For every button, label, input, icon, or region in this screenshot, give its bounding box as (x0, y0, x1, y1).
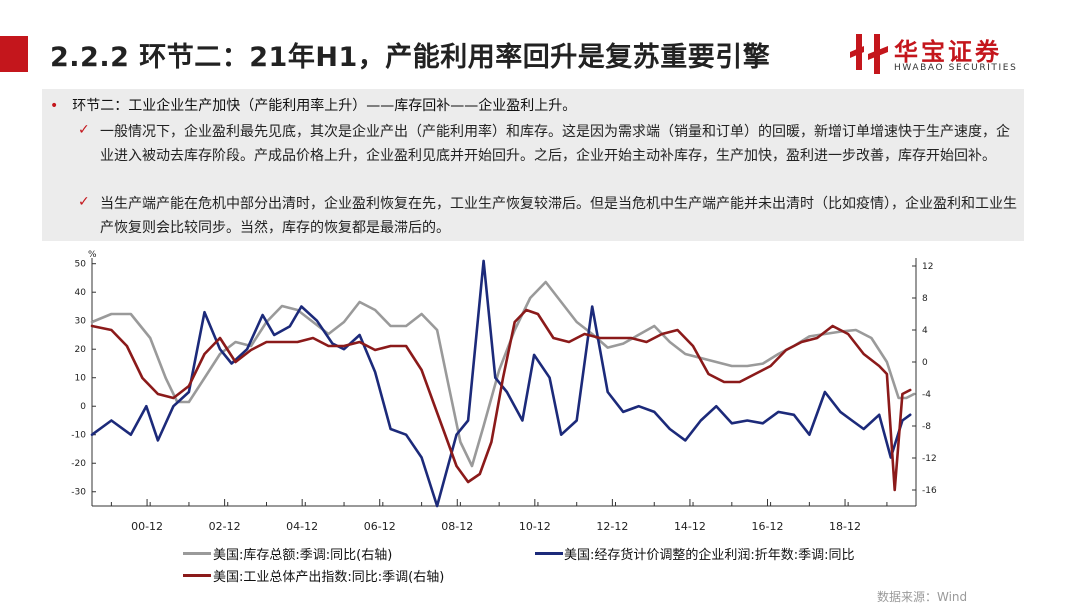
x-tick-label: 10-12 (519, 520, 551, 533)
title-accent-bar (0, 36, 28, 72)
legend-label-industrial: 美国:工业总体产出指数:同比:季调(右轴) (213, 570, 445, 585)
y-right-tick-label: -4 (922, 390, 931, 400)
bullet-text: 环节二：工业企业生产加快（产能利用率上升）——库存回补——企业盈利上升。 (72, 98, 577, 114)
x-tick-label: 14-12 (674, 520, 706, 533)
legend-label-inventory: 美国:库存总额:季调:同比(右轴) (213, 548, 393, 563)
slide-title: 2.2.2 环节二：21年H1，产能利用率回升是复苏重要引擎 (50, 42, 771, 73)
y-left-tick-label: -20 (71, 459, 86, 469)
x-tick-label: 12-12 (596, 520, 628, 533)
bullet-point: • 环节二：工业企业生产加快（产能利用率上升）——库存回补——企业盈利上升。 (50, 95, 576, 115)
y-left-tick-label: 40 (75, 288, 87, 298)
x-tick-label: 18-12 (829, 520, 861, 533)
logo-english-text: HWABAO SECURITIES (894, 63, 1018, 73)
line-chart: %50403020100-10-20-3012840-4-8-12-1600-1… (71, 250, 937, 533)
y-left-tick-label: 30 (75, 317, 87, 327)
series-line-industrial-output (90, 308, 912, 492)
legend-swatch-profit (535, 552, 563, 555)
logo-mark-icon (850, 34, 888, 74)
summary-box: • 环节二：工业企业生产加快（产能利用率上升）——库存回补——企业盈利上升。 ✓ … (42, 89, 1024, 241)
y-left-tick-label: 20 (75, 345, 87, 355)
checkmark-icon: ✓ (78, 122, 90, 138)
x-tick-label: 08-12 (441, 520, 473, 533)
paragraph-2: 当生产端产能在危机中部分出清时，企业盈利恢复在先，工业生产恢复较滞后。但是当危机… (100, 196, 1017, 236)
y-right-tick-label: -16 (922, 486, 937, 496)
y-left-tick-label: 0 (80, 402, 86, 412)
y-right-tick-label: 0 (922, 358, 928, 368)
paragraph-1: 一般情况下，企业盈利最先见底，其次是企业产出（产能利用率）和库存。这是因为需求端… (100, 124, 1010, 164)
y-right-tick-label: 8 (922, 294, 928, 304)
x-tick-label: 06-12 (364, 520, 396, 533)
logo-chinese-text: 华宝证券 (894, 38, 1002, 66)
legend-swatch-industrial (183, 574, 211, 577)
y-right-tick-label: 4 (922, 326, 928, 336)
y-left-tick-label: 10 (75, 374, 87, 384)
y-left-tick-label: 50 (75, 260, 87, 270)
x-tick-label: 04-12 (286, 520, 318, 533)
bullet-dot-icon: • (50, 98, 59, 114)
y-right-tick-label: -8 (922, 422, 931, 432)
data-source: 数据来源：Wind (877, 590, 968, 604)
y-left-tick-label: -10 (71, 431, 86, 441)
y-left-tick-label: -30 (71, 488, 86, 498)
legend-swatch-inventory (183, 552, 211, 555)
x-tick-label: 00-12 (131, 520, 163, 533)
company-logo: 华宝证券 HWABAO SECURITIES (850, 30, 1040, 80)
legend-label-profit: 美国:经存货计价调整的企业利润:折年数:季调:同比 (564, 548, 855, 563)
checkmark-icon: ✓ (78, 194, 90, 210)
x-tick-label: 16-12 (752, 520, 784, 533)
y-right-tick-label: 12 (922, 262, 933, 272)
x-tick-label: 02-12 (209, 520, 241, 533)
left-axis-unit: % (88, 250, 97, 260)
y-right-tick-label: -12 (922, 454, 937, 464)
series-line-profit (90, 259, 912, 508)
